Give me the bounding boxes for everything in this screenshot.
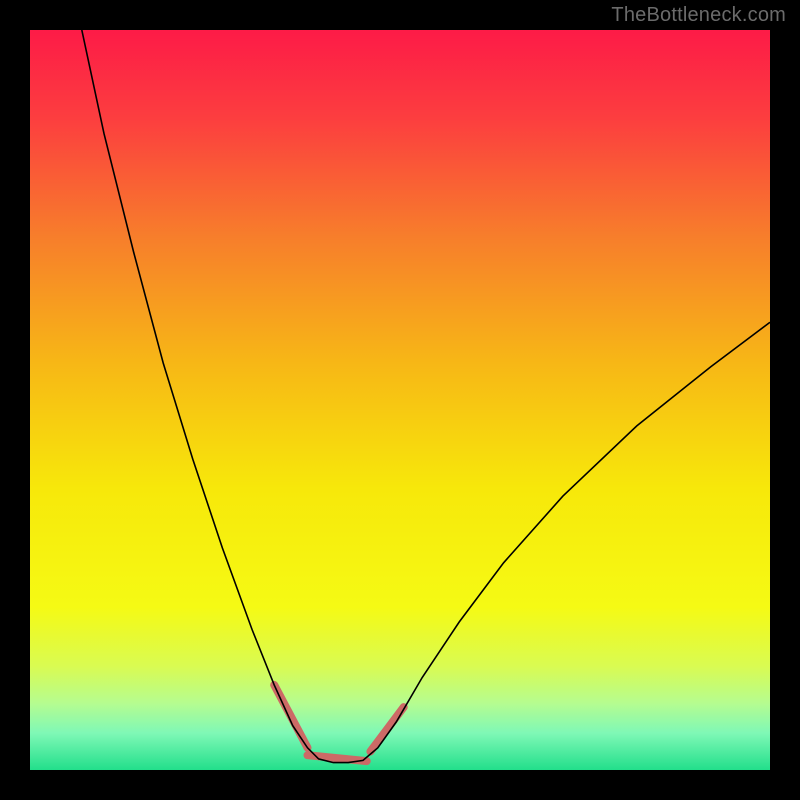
plot-background — [30, 30, 770, 770]
plot-area — [30, 30, 770, 770]
watermark-text: TheBottleneck.com — [611, 4, 786, 27]
chart-frame: TheBottleneck.com — [0, 0, 800, 800]
